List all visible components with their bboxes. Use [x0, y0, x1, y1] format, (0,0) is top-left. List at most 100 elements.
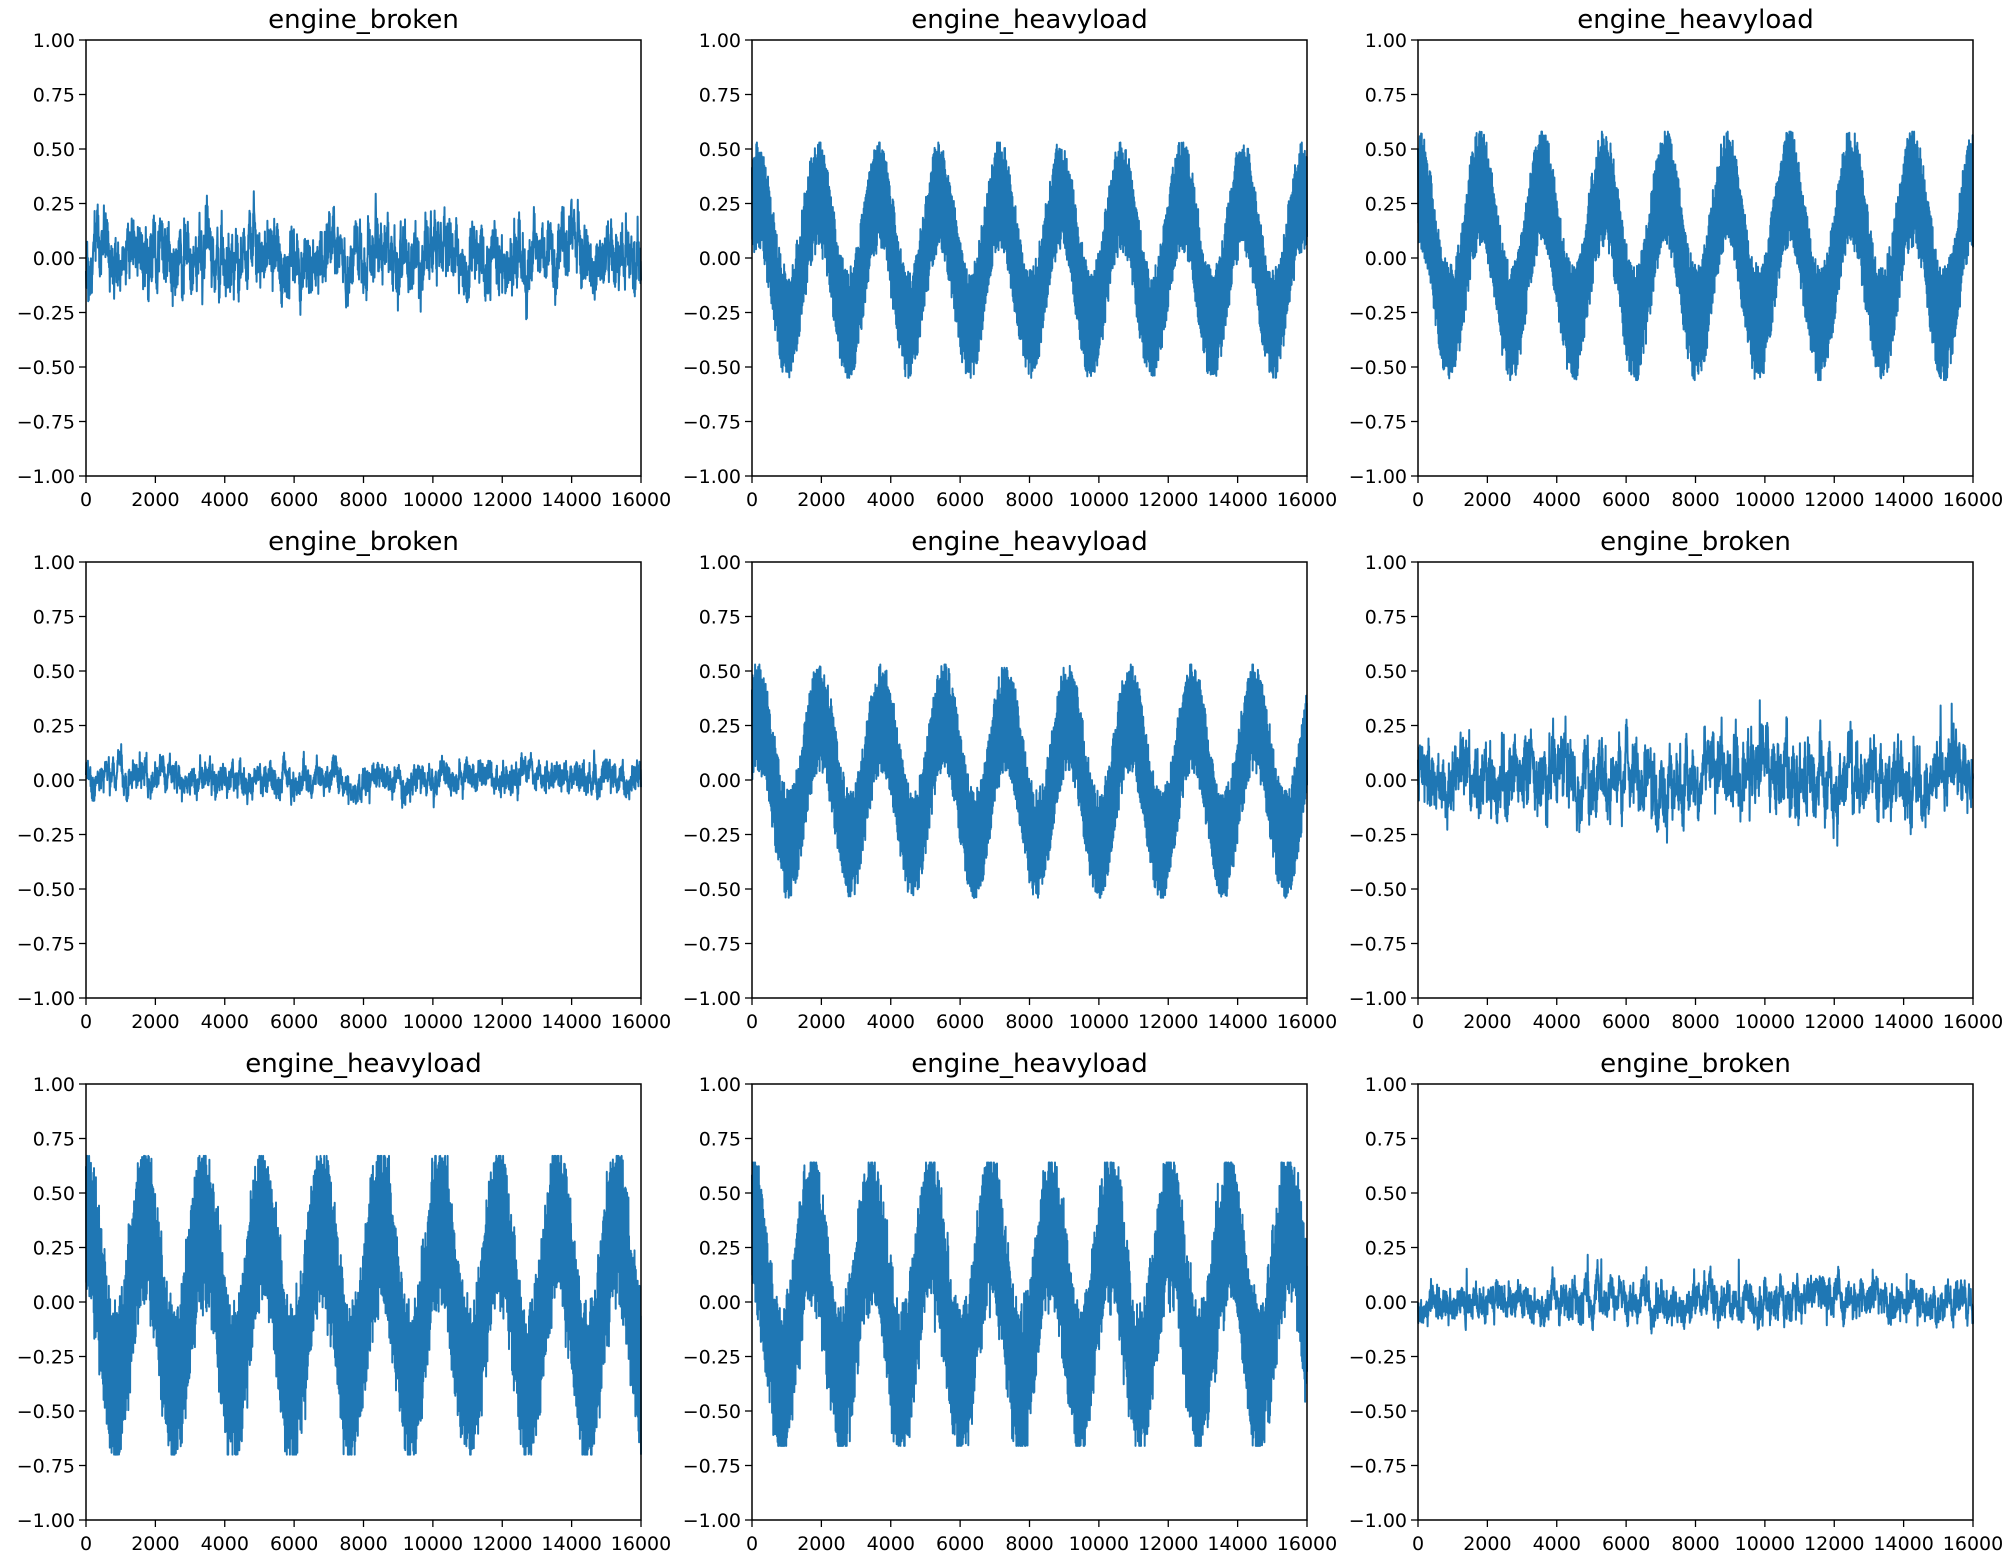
y-tick-label: 0.50: [699, 1183, 741, 1205]
y-tick-label: −0.50: [17, 1401, 75, 1423]
x-tick-label: 6000: [936, 489, 984, 511]
x-tick-label: 4000: [867, 1011, 915, 1033]
y-tick-label: −0.75: [683, 412, 741, 434]
x-tick-label: 0: [746, 489, 758, 511]
x-tick-label: 6000: [270, 1011, 318, 1033]
x-tick-label: 0: [1412, 1011, 1424, 1033]
y-tick-label: 0.00: [1365, 770, 1407, 792]
y-tick-label: 0.25: [699, 194, 741, 216]
x-tick-label: 0: [1412, 1533, 1424, 1555]
y-tick-label: 0.75: [33, 85, 75, 107]
x-tick-label: 10000: [1735, 489, 1795, 511]
x-tick-label: 6000: [1602, 1533, 1650, 1555]
y-tick-label: −0.25: [683, 1347, 741, 1369]
y-tick-label: 1.00: [1365, 1074, 1407, 1096]
x-tick-label: 14000: [1873, 1533, 1933, 1555]
x-tick-label: 6000: [936, 1533, 984, 1555]
x-tick-label: 12000: [1804, 1011, 1864, 1033]
y-tick-label: 0.00: [1365, 1292, 1407, 1314]
y-tick-label: 1.00: [33, 552, 75, 574]
y-tick-label: −0.75: [17, 412, 75, 434]
y-tick-label: −0.50: [1349, 879, 1407, 901]
x-tick-label: 2000: [1463, 1011, 1511, 1033]
x-tick-label: 6000: [1602, 489, 1650, 511]
y-tick-label: 0.50: [1365, 139, 1407, 161]
x-tick-label: 8000: [1671, 1011, 1719, 1033]
y-tick-label: 0.50: [33, 139, 75, 161]
subplot-title: engine_heavyload: [245, 1049, 481, 1079]
y-tick-label: −0.75: [683, 1456, 741, 1478]
y-tick-label: −0.75: [683, 934, 741, 956]
y-tick-label: 0.50: [1365, 1183, 1407, 1205]
x-tick-label: 8000: [339, 489, 387, 511]
x-tick-label: 12000: [1138, 1011, 1198, 1033]
y-tick-label: 0.75: [1365, 607, 1407, 629]
subplot-5: engine_heavyload 1.00 0.75 0.50 0.25 0.00 −0.2…: [683, 527, 1337, 1033]
y-tick-label: 0.50: [1365, 661, 1407, 683]
x-tick-label: 4000: [1533, 1533, 1581, 1555]
subplot-title: engine_broken: [1600, 1049, 1791, 1079]
y-tick-label: −1.00: [1349, 1510, 1407, 1532]
y-tick-label: −0.50: [1349, 357, 1407, 379]
x-tick-label: 4000: [867, 1533, 915, 1555]
y-tick-label: 0.00: [33, 770, 75, 792]
x-tick-label: 12000: [1804, 1533, 1864, 1555]
x-tick-label: 8000: [1005, 1533, 1053, 1555]
y-tick-label: 0.50: [33, 661, 75, 683]
x-tick-label: 8000: [339, 1533, 387, 1555]
y-tick-label: −0.25: [1349, 1347, 1407, 1369]
x-tick-label: 10000: [1069, 489, 1129, 511]
series-line: [85, 190, 642, 321]
x-tick-label: 6000: [270, 489, 318, 511]
y-tick-label: 0.25: [699, 1238, 741, 1260]
subplot-9: engine_broken 1.00 0.75 0.50 0.25 0.00 −0.25 −0…: [1349, 1049, 2003, 1555]
y-tick-label: 0.75: [699, 607, 741, 629]
x-tick-label: 8000: [1671, 1533, 1719, 1555]
y-tick-label: −0.25: [683, 303, 741, 325]
y-tick-label: −1.00: [17, 988, 75, 1010]
x-tick-label: 14000: [1873, 1011, 1933, 1033]
y-tick-label: −0.50: [17, 357, 75, 379]
y-tick-label: 0.50: [699, 139, 741, 161]
subplot-title: engine_heavyload: [911, 5, 1147, 35]
y-tick-label: 0.25: [33, 1238, 75, 1260]
subplot-title: engine_broken: [1600, 527, 1791, 557]
x-tick-label: 6000: [936, 1011, 984, 1033]
x-tick-label: 2000: [797, 1011, 845, 1033]
y-tick-label: 0.75: [33, 607, 75, 629]
y-tick-label: 1.00: [33, 1074, 75, 1096]
x-tick-label: 0: [80, 1011, 92, 1033]
x-tick-label: 8000: [1005, 489, 1053, 511]
y-tick-label: −1.00: [683, 466, 741, 488]
x-tick-label: 4000: [201, 489, 249, 511]
y-tick-label: 0.50: [33, 1183, 75, 1205]
x-tick-label: 12000: [1138, 1533, 1198, 1555]
series-line: [1417, 1253, 1974, 1335]
y-tick-label: −0.25: [1349, 303, 1407, 325]
x-tick-label: 2000: [797, 489, 845, 511]
y-tick-label: 0.00: [33, 1292, 75, 1314]
y-tick-label: 1.00: [33, 30, 75, 52]
x-tick-label: 2000: [131, 489, 179, 511]
x-tick-label: 4000: [1533, 489, 1581, 511]
subplot-4: engine_broken 1.00 0.75 0.50 0.25 0.00 −0.25 −0…: [17, 527, 671, 1033]
y-tick-label: −0.25: [17, 1347, 75, 1369]
y-tick-label: 0.00: [1365, 248, 1407, 270]
x-tick-label: 14000: [1207, 489, 1267, 511]
x-tick-label: 2000: [797, 1533, 845, 1555]
x-tick-label: 4000: [201, 1011, 249, 1033]
y-tick-label: 0.25: [33, 716, 75, 738]
x-tick-label: 8000: [1671, 489, 1719, 511]
y-tick-label: −0.50: [1349, 1401, 1407, 1423]
x-tick-label: 14000: [541, 489, 601, 511]
y-tick-label: 0.25: [1365, 1238, 1407, 1260]
series-line: [85, 743, 642, 809]
y-tick-label: 1.00: [1365, 30, 1407, 52]
x-tick-label: 0: [80, 489, 92, 511]
x-tick-label: 12000: [472, 489, 532, 511]
y-tick-label: −0.25: [17, 303, 75, 325]
x-tick-label: 14000: [1207, 1011, 1267, 1033]
subplot-title: engine_broken: [268, 527, 459, 557]
y-tick-label: 0.00: [699, 248, 741, 270]
